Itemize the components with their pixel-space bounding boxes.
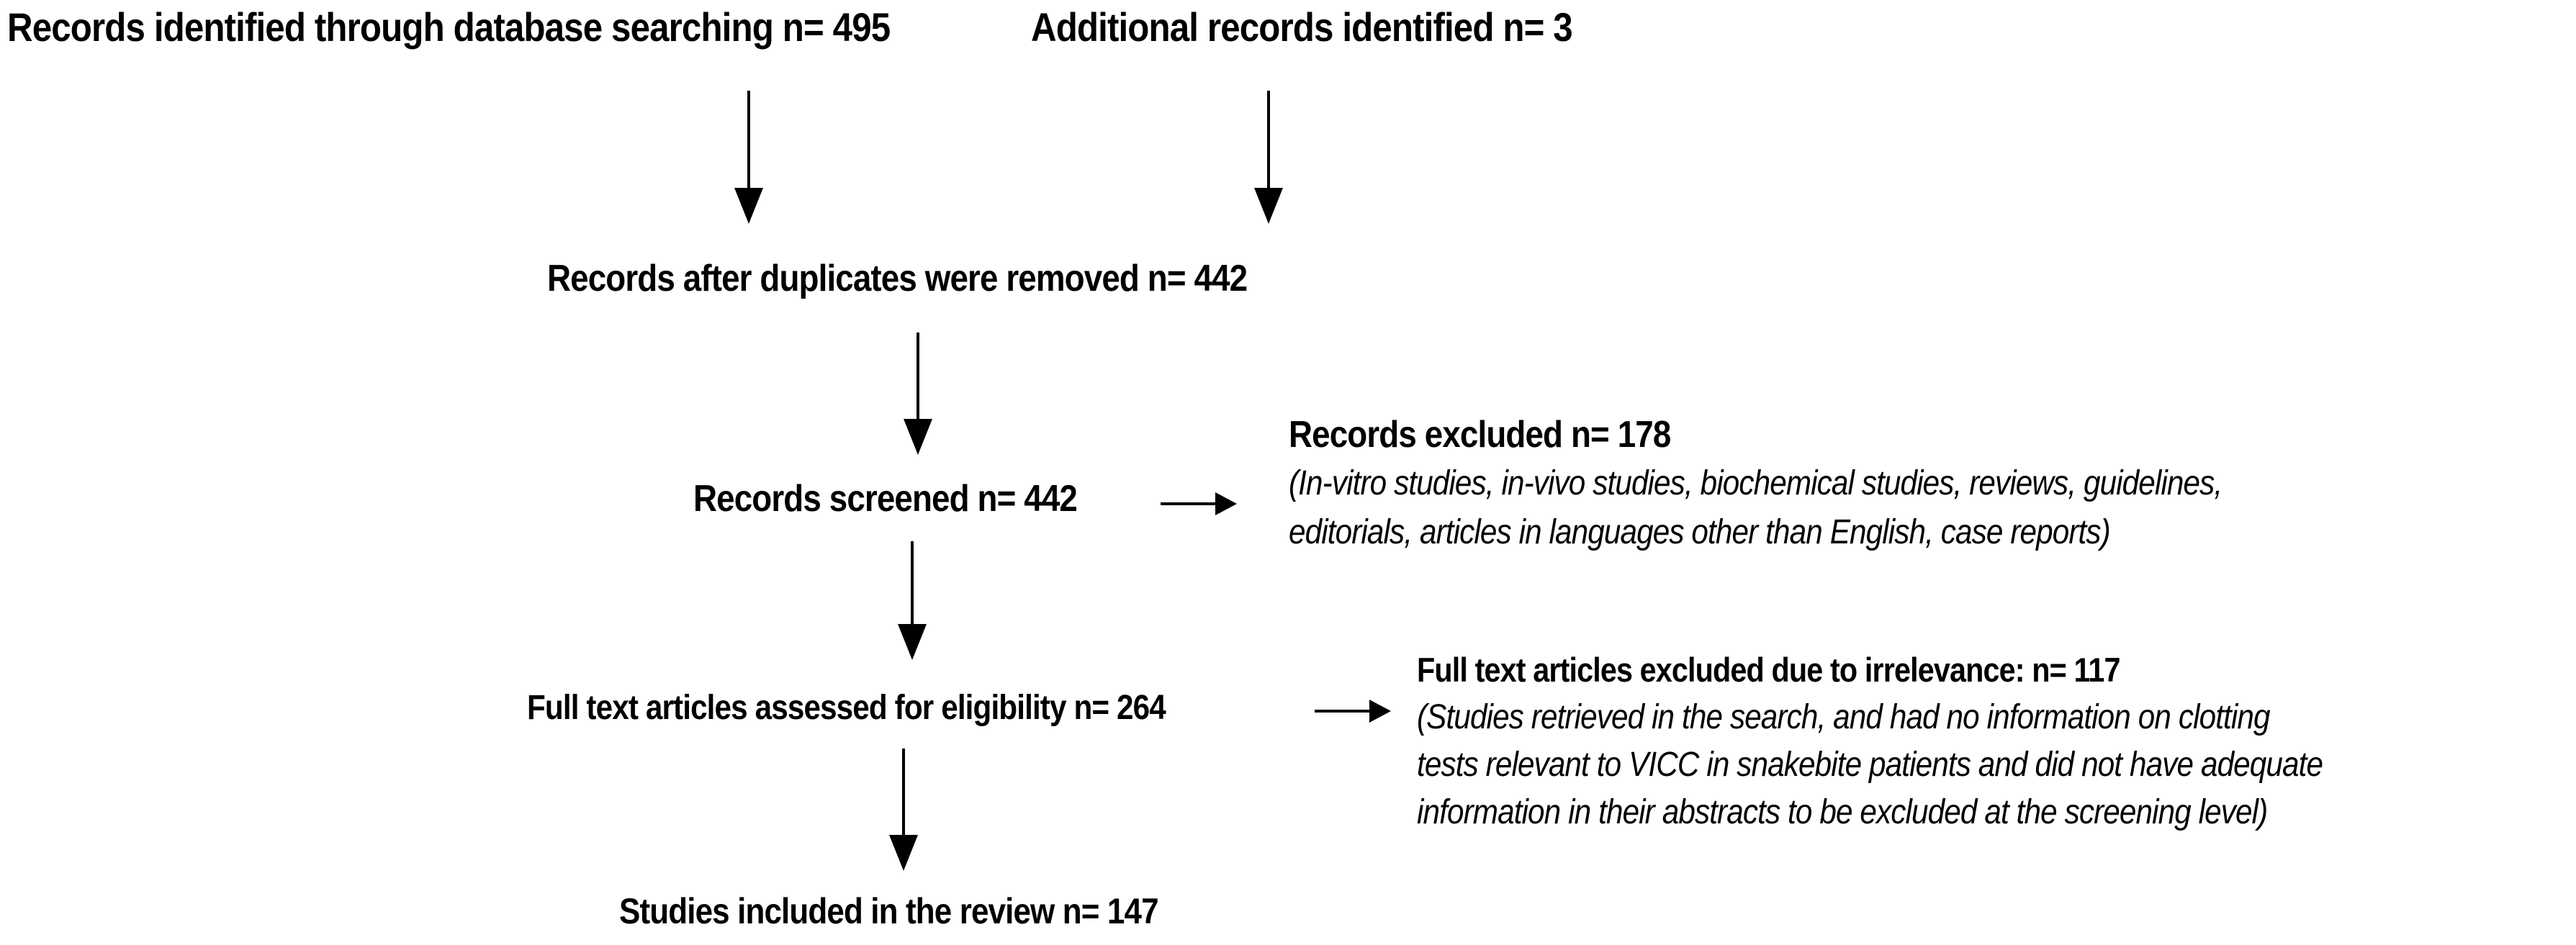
arrow-down-icon <box>898 624 927 660</box>
arrow-shaft <box>747 91 750 188</box>
arrow-fulltext-to-excluded <box>1315 698 1391 724</box>
note-fulltext-excluded-line: information in their abstracts to be exc… <box>1417 793 2268 831</box>
node-studies-included: Studies included in the review n= 147 <box>619 891 1159 931</box>
node-fulltext-assessed: Full text articles assessed for eligibil… <box>527 689 1166 727</box>
arrow-shaft <box>1315 710 1369 713</box>
note-fulltext-excluded-line: (Studies retrieved in the search, and ha… <box>1417 698 2271 736</box>
arrow-additional-to-duplicates <box>1253 91 1284 224</box>
arrow-fulltext-to-included <box>888 749 919 871</box>
arrow-db-search-to-duplicates <box>734 91 764 224</box>
arrow-down-icon <box>889 835 918 871</box>
note-records-excluded: Records excluded n= 178 (In-vitro studie… <box>1289 410 2223 557</box>
node-records-identified: Records identified through database sear… <box>7 4 891 50</box>
arrow-shaft <box>1267 91 1270 188</box>
note-fulltext-excluded-title: Full text articles excluded due to irrel… <box>1417 651 2120 689</box>
node-records-screened: Records screened n= 442 <box>693 478 1078 520</box>
arrow-screened-to-excluded <box>1161 491 1237 517</box>
arrow-screened-to-fulltext <box>897 541 927 660</box>
arrow-shaft <box>911 541 914 624</box>
note-records-excluded-line: (In-vitro studies, in-vivo studies, bioc… <box>1289 464 2223 502</box>
arrow-right-icon <box>1215 492 1237 515</box>
arrow-down-icon <box>904 419 932 455</box>
note-fulltext-excluded: Full text articles excluded due to irrel… <box>1417 646 2323 836</box>
note-records-excluded-line: editorials, articles in languages other … <box>1289 513 2111 551</box>
arrow-shaft <box>902 749 905 835</box>
arrow-shaft <box>917 333 919 419</box>
note-records-excluded-title: Records excluded n= 178 <box>1289 414 1671 456</box>
arrow-down-icon <box>1254 188 1283 224</box>
note-fulltext-excluded-line: tests relevant to VICC in snakebite pati… <box>1417 746 2323 784</box>
arrow-down-icon <box>734 188 763 224</box>
arrow-right-icon <box>1369 700 1391 723</box>
node-after-duplicates: Records after duplicates were removed n=… <box>547 258 1248 299</box>
node-additional-records: Additional records identified n= 3 <box>1031 4 1573 50</box>
arrow-duplicates-to-screened <box>903 333 933 455</box>
arrow-shaft <box>1161 502 1215 505</box>
